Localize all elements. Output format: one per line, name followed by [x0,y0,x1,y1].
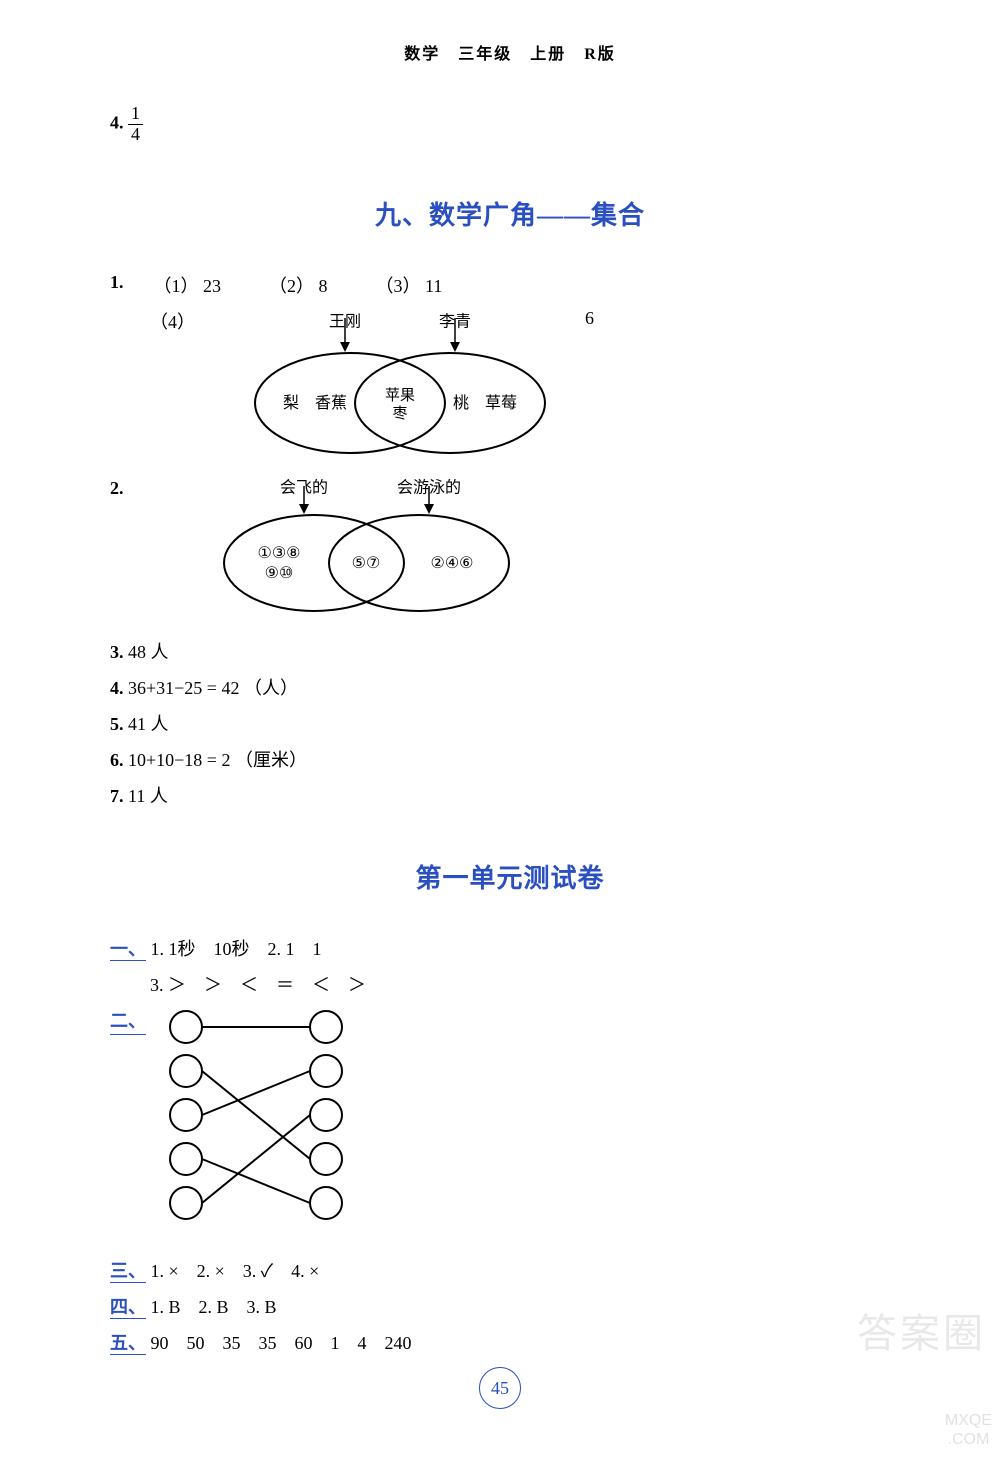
u1-one-items: 1. 1秒 10秒 2. 1 1 [151,939,322,959]
q1-part4-row: （4） 王刚 李青 梨 香蕉 苹果 枣 桃 草莓 6 [110,308,910,468]
venn2-mid: ⑤⑦ [351,555,380,572]
venn2-left-l1: ①③⑧ [257,545,300,562]
q2-label: 2. [110,478,124,499]
u1-four-label: 四、 [110,1297,146,1319]
u1-three-row: 三、 1. × 2. × 3. ✓ 4. × [110,1257,910,1283]
q2-row: 2. 会飞的 会游泳的 ①③⑧ ⑨⑩ ⑤⑦ ②④⑥ [110,478,910,628]
q1-row: 1. （1） 23 （2） 8 （3） 11 [110,272,910,298]
watermark-en: MXQE .COM [945,1411,992,1449]
fraction-denominator: 4 [128,125,143,145]
q7-text: 11 人 [128,786,168,806]
u1-one-label: 一、 [110,939,146,961]
q6-text: 10+10−18 = 2 （厘米） [128,750,307,770]
venn1-right-title: 李青 [439,312,471,330]
u1-four-text: 1. B 2. B 3. B [151,1297,277,1317]
q6-row: 6. 10+10−18 = 2 （厘米） [110,746,910,772]
q1-part3: （3） 11 [376,272,443,298]
q1-p1-n: （1） [154,276,199,296]
fraction-one-quarter: 1 4 [128,104,143,145]
q3-label: 3. [110,642,124,662]
q3-row: 3. 48 人 [110,638,910,664]
q1-p2-n: （2） [269,276,314,296]
q4-label: 4. [110,678,124,698]
q4-text: 36+31−25 = 42 （人） [128,678,298,698]
u1-five-label: 五、 [110,1333,146,1355]
venn2-right: ②④⑥ [430,555,473,572]
section-9-title: 九、数学广角——集合 [110,195,910,232]
fraction-numerator: 1 [128,104,143,125]
u1-five-text: 90 50 35 35 60 1 4 240 [151,1333,412,1353]
q1-part2: （2） 8 [269,272,328,298]
unit1-title: 第一单元测试卷 [110,858,910,895]
q5-label: 5. [110,714,124,734]
q5-text: 41 人 [128,714,169,734]
venn-diagram-2: 会飞的 会游泳的 ①③⑧ ⑨⑩ ⑤⑦ ②④⑥ [204,478,524,628]
answer-4-fraction: 4. 1 4 [110,104,910,145]
venn1-left-title: 王刚 [329,312,361,330]
venn2-right-title: 会游泳的 [396,478,460,496]
u1-three-label: 三、 [110,1261,146,1283]
q4top-label: 4. [110,112,124,132]
u1-one-line2: 3. ＞ ＞ ＜ ＝ ＜ ＞ [150,975,366,995]
u1-one-row: 一、 1. 1秒 10秒 2. 1 1 [110,935,910,961]
q1-p3-v: 11 [425,276,442,296]
matching-diagram [156,1007,376,1247]
q1-part4-label: （4） [150,308,195,334]
u1-five-row: 五、 90 50 35 35 60 1 4 240 [110,1329,910,1355]
q5-row: 5. 41 人 [110,710,910,736]
venn1-mid-bot: 枣 [392,405,407,422]
u1-two-label: 二、 [110,1007,146,1035]
q1-p1-v: 23 [203,276,221,296]
u1-two-row: 二、 [110,1007,910,1247]
q1-part1: （1） 23 [154,272,222,298]
q1-part4-value: 6 [585,308,594,329]
watermark-en-bot: .COM [945,1430,992,1449]
q1-p3-n: （3） [376,276,421,296]
venn1-right-items: 桃 草莓 [453,394,517,412]
watermark-en-top: MXQE [945,1411,992,1430]
venn2-left-l2: ⑨⑩ [264,565,293,582]
u1-three-text: 1. × 2. × 3. ✓ 4. × [151,1261,320,1281]
venn2-left-title: 会飞的 [279,478,327,496]
venn-diagram-1: 王刚 李青 梨 香蕉 苹果 枣 桃 草莓 [235,308,555,468]
page-header: 数学 三年级 上册 R版 [110,40,910,64]
venn1-mid-top: 苹果 [385,387,415,404]
q1-label: 1. [110,272,124,293]
q7-row: 7. 11 人 [110,782,910,808]
q7-label: 7. [110,786,124,806]
q4-row: 4. 36+31−25 = 42 （人） [110,674,910,700]
u1-four-row: 四、 1. B 2. B 3. B [110,1293,910,1319]
venn1-left-items: 梨 香蕉 [283,394,347,412]
q6-label: 6. [110,750,124,770]
q1-p2-v: 8 [319,276,328,296]
q3-text: 48 人 [128,642,169,662]
page-number: 45 [479,1367,521,1409]
u1-one-row2: 3. ＞ ＞ ＜ ＝ ＜ ＞ [150,971,910,997]
